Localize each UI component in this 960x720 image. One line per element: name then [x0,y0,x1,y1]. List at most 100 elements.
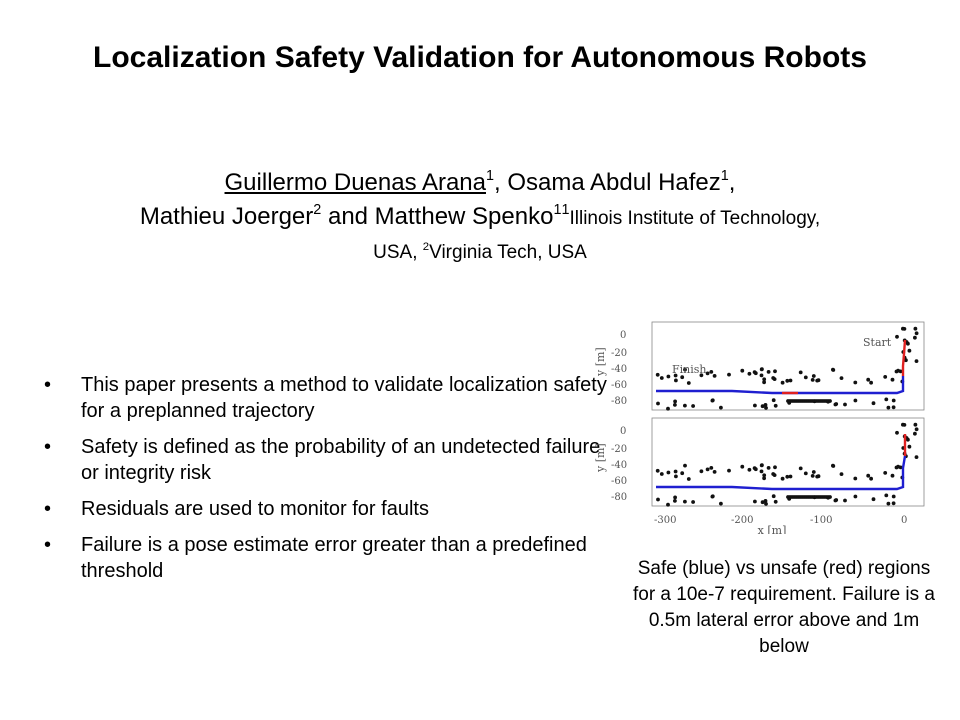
bottom-y-axis-label: y [m] [594,443,607,473]
landmark-point [828,495,832,499]
top-y-axis-label: y [m] [594,347,607,377]
author-affil-sup-3: 2 [313,202,322,218]
landmark-point [655,468,660,473]
landmark-point [907,444,912,449]
landmark-point [709,466,714,470]
affiliation-sup-2: 2 [422,240,430,253]
bullet-item: • Residuals are used to monitor for fault… [44,496,614,522]
landmark-point [773,465,777,470]
bullet-item: • Failure is a pose estimate error greate… [44,532,614,584]
landmark-point [771,398,776,403]
bottom-y-tick: -80 [611,492,627,503]
landmark-point [712,470,717,474]
landmark-point [686,381,691,385]
landmark-point [656,401,660,406]
landmark-point [666,406,670,411]
bullet-marker: • [44,436,52,458]
landmark-point [913,422,918,427]
landmark-point [913,335,917,340]
landmark-point [906,437,910,442]
landmark-point [816,474,821,479]
landmark-point [759,373,764,378]
landmark-point [673,399,677,404]
landmark-point [902,327,907,331]
finish-label: Finish [672,363,706,376]
landmark-point [763,499,768,503]
top-unsafe-path [901,339,907,376]
landmark-point [773,369,777,374]
bottom-y-tick: -60 [611,476,627,487]
author-block: Guillermo Duenas Arana1, Osama Abdul Haf… [0,166,960,270]
bottom-plot-frame [651,417,925,507]
landmark-point [764,406,768,410]
top-y-tick: -40 [611,364,627,375]
landmark-point [705,371,710,376]
landmark-point [891,494,896,499]
landmark-point [886,405,891,410]
landmark-point [680,375,685,380]
landmark-point [914,427,919,432]
landmark-point [831,464,836,468]
landmark-point [762,380,766,385]
top-y-tick: -80 [611,396,627,407]
landmark-point [810,474,815,478]
bottom-plot: 0 -20 -40 -60 -80 y [m] -300 -200 -100 0… [594,417,925,534]
landmark-point [659,376,664,380]
top-safe-path [656,376,905,395]
landmark-point [853,398,858,403]
landmark-point [883,375,888,379]
landmark-point [747,467,752,472]
landmark-point [839,376,844,380]
landmark-point [891,405,896,410]
top-y-tick: -60 [611,380,627,391]
landmark-point [895,334,899,339]
landmark-point [674,378,678,383]
landmark-point [803,471,808,476]
landmark-point [680,471,685,476]
landmark-point [699,373,704,378]
landmark-point [890,377,895,382]
landmark-point [853,494,858,499]
landmark-point [674,474,678,479]
landmark-point [753,499,757,504]
landmark-point [871,497,876,502]
landmark-point [740,368,745,373]
landmark-point [691,404,695,408]
landmark-point [710,398,715,403]
landmark-point [890,473,895,478]
landmark-point [834,498,839,502]
landmark-point [810,378,815,382]
landmark-point [902,423,907,427]
landmark-point [762,377,767,382]
author-name-1: Guillermo Duenas Arana [224,169,486,196]
author-line-2: Mathieu Joerger2 and Matthew Spenko11Ill… [0,200,960,236]
landmark-point [788,378,793,383]
landmark-point [780,380,785,385]
author-affil-sup-4: 1 [553,202,562,218]
landmark-point [759,463,764,468]
bottom-safe-path [656,455,907,491]
landmark-point [816,378,821,383]
author-line-1: Guillermo Duenas Arana1, Osama Abdul Haf… [0,166,960,200]
landmark-point [853,476,858,481]
bottom-y-tick: -40 [611,460,627,471]
landmark-point [699,469,704,474]
landmark-point [673,373,678,378]
landmark-point [655,372,660,377]
landmark-point [914,455,919,459]
landmark-point [828,399,832,403]
bullet-text: This paper presents a method to validate… [81,374,607,422]
bullet-item: • Safety is defined as the probability of… [44,434,614,486]
landmark-point [803,375,808,380]
landmark-point [666,470,671,475]
landmark-point [760,500,765,505]
landmark-point [759,367,764,372]
landmark-point [866,473,871,478]
landmark-point [762,473,767,478]
landmark-point [727,372,731,377]
landmark-point [831,368,836,372]
trajectory-figure: Start Finish 0 -20 -40 -60 -80 y [m] 0 -… [594,321,925,534]
landmark-point [740,464,745,469]
landmark-point [785,378,790,383]
top-y-tick: 0 [620,330,626,341]
